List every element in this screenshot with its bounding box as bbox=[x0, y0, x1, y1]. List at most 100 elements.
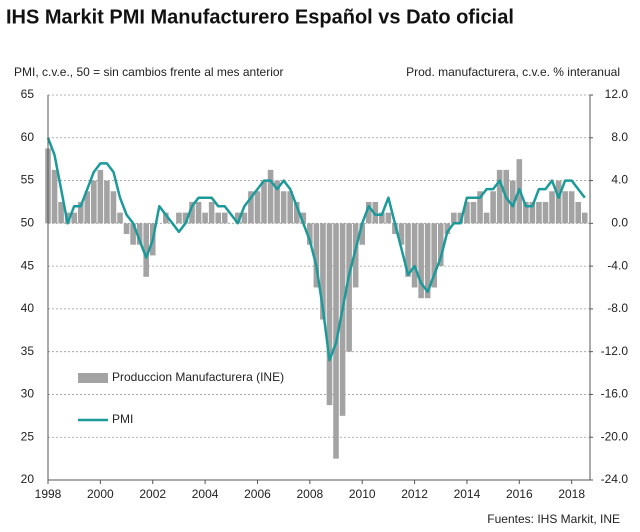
bar bbox=[352, 223, 359, 288]
bar bbox=[195, 201, 202, 224]
bar bbox=[241, 212, 248, 224]
x-tick-label: 2004 bbox=[192, 487, 219, 501]
bar bbox=[235, 212, 241, 224]
x-tick-label: 2006 bbox=[244, 487, 271, 501]
bar bbox=[581, 212, 588, 224]
bar bbox=[97, 169, 104, 224]
y2-axis-label: Prod. manufacturera, c.v.e. % interanual bbox=[406, 65, 620, 79]
bar bbox=[300, 212, 307, 224]
bar bbox=[365, 201, 372, 224]
chart-title: IHS Markit PMI Manufacturero Español vs … bbox=[6, 6, 514, 28]
legend-swatch bbox=[78, 373, 108, 383]
bar bbox=[77, 201, 84, 224]
y2-tick-label: 0.0 bbox=[611, 216, 628, 230]
y-tick-label: 20 bbox=[21, 472, 35, 486]
pmi-line bbox=[46, 137, 586, 362]
x-tick-label: 2016 bbox=[506, 487, 533, 501]
y2-tick-label: -12.0 bbox=[601, 344, 629, 358]
y2-tick-label: -8.0 bbox=[607, 301, 628, 315]
bar bbox=[496, 169, 503, 224]
bar bbox=[451, 212, 457, 224]
bar bbox=[542, 201, 549, 224]
bar bbox=[326, 223, 333, 406]
bar bbox=[555, 180, 562, 224]
bar bbox=[221, 212, 228, 224]
bar bbox=[346, 223, 352, 352]
y2-tick-label: 8.0 bbox=[611, 130, 628, 144]
bar bbox=[372, 201, 379, 224]
legend-label: PMI bbox=[112, 412, 133, 426]
bar bbox=[189, 201, 195, 224]
bar bbox=[575, 201, 582, 224]
bar bbox=[405, 223, 411, 277]
y2-tick-label: -16.0 bbox=[601, 387, 629, 401]
bar bbox=[418, 223, 424, 299]
x-tick-label: 2000 bbox=[87, 487, 114, 501]
bar bbox=[529, 201, 536, 224]
y-tick-label: 55 bbox=[21, 173, 35, 187]
y2-tick-label: -24.0 bbox=[601, 472, 629, 486]
bar bbox=[91, 180, 97, 224]
bar bbox=[549, 191, 555, 224]
bar bbox=[51, 169, 58, 224]
bar bbox=[182, 212, 189, 224]
bar bbox=[248, 191, 254, 224]
y-tick-label: 60 bbox=[21, 130, 35, 144]
bar bbox=[71, 212, 77, 224]
bar bbox=[313, 223, 320, 288]
y-tick-label: 35 bbox=[21, 344, 35, 358]
bar bbox=[536, 201, 542, 224]
x-tick-label: 2018 bbox=[558, 487, 585, 501]
bar bbox=[523, 201, 529, 224]
y-tick-label: 50 bbox=[21, 216, 35, 230]
y2-tick-label: -20.0 bbox=[601, 429, 629, 443]
y2-tick-label: -4.0 bbox=[607, 258, 628, 272]
bar bbox=[280, 191, 287, 224]
x-tick-label: 2012 bbox=[401, 487, 428, 501]
bar bbox=[307, 223, 313, 245]
source: Fuentes: IHS Markit, INE bbox=[487, 512, 620, 526]
bar bbox=[431, 223, 438, 288]
bar bbox=[490, 191, 496, 224]
y-tick-label: 65 bbox=[21, 87, 35, 101]
y-tick-label: 25 bbox=[21, 429, 35, 443]
bar bbox=[143, 223, 149, 277]
bar bbox=[254, 191, 261, 224]
bar bbox=[568, 191, 575, 224]
y2-tick-label: 12.0 bbox=[605, 87, 629, 101]
bar bbox=[110, 191, 117, 224]
y-tick-label: 30 bbox=[21, 387, 35, 401]
bar bbox=[123, 223, 130, 235]
bar bbox=[130, 223, 136, 245]
bar bbox=[176, 212, 182, 224]
bar bbox=[562, 191, 568, 224]
x-tick-label: 1998 bbox=[35, 487, 62, 501]
bar bbox=[477, 191, 483, 224]
bar bbox=[359, 223, 366, 245]
bar bbox=[339, 223, 346, 416]
bar bbox=[202, 212, 208, 224]
y-tick-label: 40 bbox=[21, 301, 35, 315]
bar bbox=[274, 180, 280, 224]
x-tick-label: 2002 bbox=[139, 487, 166, 501]
bar bbox=[58, 201, 64, 224]
legend-label: Produccion Manufacturera (INE) bbox=[112, 370, 284, 384]
bar bbox=[261, 180, 267, 224]
bar bbox=[424, 223, 431, 299]
bar bbox=[509, 180, 516, 224]
bar bbox=[470, 201, 477, 224]
y-tick-label: 45 bbox=[21, 258, 35, 272]
x-tick-label: 2014 bbox=[454, 487, 481, 501]
x-tick-label: 2010 bbox=[349, 487, 376, 501]
bar bbox=[267, 169, 274, 224]
bar bbox=[464, 201, 470, 224]
bar bbox=[320, 223, 326, 320]
y2-tick-label: 4.0 bbox=[611, 173, 628, 187]
bar bbox=[457, 212, 464, 224]
bar bbox=[437, 223, 444, 267]
bar bbox=[208, 201, 215, 224]
bar bbox=[392, 223, 398, 235]
y-axis-label: PMI, c.v.e., 50 = sin cambios frente al … bbox=[14, 65, 284, 79]
bar bbox=[444, 223, 451, 235]
